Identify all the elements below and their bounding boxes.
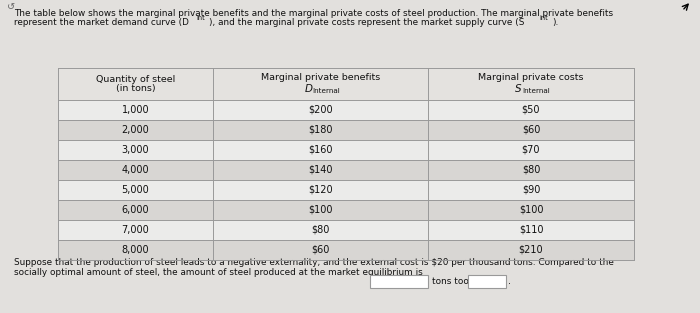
- Text: 6,000: 6,000: [122, 205, 149, 215]
- Bar: [58, 120, 634, 140]
- Text: $180: $180: [308, 125, 332, 135]
- Text: The table below shows the marginal private benefits and the marginal private cos: The table below shows the marginal priva…: [14, 9, 613, 18]
- Text: represent the market demand curve (D: represent the market demand curve (D: [14, 18, 189, 27]
- Text: Suppose that the production of steel leads to a negative externality, and the ex: Suppose that the production of steel lea…: [14, 258, 614, 267]
- Bar: [58, 100, 634, 120]
- Text: tons too: tons too: [432, 276, 469, 285]
- Bar: [58, 220, 634, 240]
- Text: $210: $210: [519, 245, 543, 255]
- Text: .: .: [508, 276, 511, 286]
- Bar: [58, 160, 634, 180]
- Text: Marginal private costs: Marginal private costs: [478, 74, 584, 83]
- Text: 4,000: 4,000: [122, 165, 149, 175]
- Text: D: D: [304, 84, 312, 94]
- Text: int: int: [196, 16, 204, 22]
- Text: $80: $80: [312, 225, 330, 235]
- Text: 5,000: 5,000: [122, 185, 149, 195]
- Text: $50: $50: [522, 105, 540, 115]
- Text: $100: $100: [519, 205, 543, 215]
- Bar: [58, 68, 634, 100]
- Text: $160: $160: [308, 145, 332, 155]
- Bar: [468, 275, 506, 288]
- Text: $70: $70: [522, 145, 540, 155]
- Text: (in tons): (in tons): [116, 85, 155, 94]
- Text: Quantity of steel: Quantity of steel: [96, 74, 175, 84]
- Text: $110: $110: [519, 225, 543, 235]
- Text: $140: $140: [308, 165, 332, 175]
- Text: Internal: Internal: [312, 88, 340, 94]
- Text: 3,000: 3,000: [122, 145, 149, 155]
- Text: socially optimal amount of steel, the amount of steel produced at the market equ: socially optimal amount of steel, the am…: [14, 268, 423, 277]
- Bar: [58, 180, 634, 200]
- Text: $90: $90: [522, 185, 540, 195]
- Text: 8,000: 8,000: [122, 245, 149, 255]
- Text: 2,000: 2,000: [122, 125, 149, 135]
- Text: $100: $100: [308, 205, 332, 215]
- Text: ), and the marginal private costs represent the market supply curve (S: ), and the marginal private costs repres…: [209, 18, 524, 27]
- Bar: [58, 140, 634, 160]
- Text: $60: $60: [522, 125, 540, 135]
- Bar: [58, 240, 634, 260]
- Text: $80: $80: [522, 165, 540, 175]
- Text: ↺: ↺: [7, 2, 15, 12]
- Text: S: S: [515, 84, 522, 94]
- Text: 7,000: 7,000: [122, 225, 149, 235]
- Text: int: int: [539, 16, 547, 22]
- Text: $200: $200: [308, 105, 332, 115]
- Text: ).: ).: [552, 18, 559, 27]
- Text: Internal: Internal: [522, 88, 550, 94]
- Bar: [370, 275, 428, 288]
- Bar: [58, 200, 634, 220]
- Text: $120: $120: [308, 185, 332, 195]
- Text: $60: $60: [312, 245, 330, 255]
- Text: Marginal private benefits: Marginal private benefits: [261, 74, 380, 83]
- Text: 1,000: 1,000: [122, 105, 149, 115]
